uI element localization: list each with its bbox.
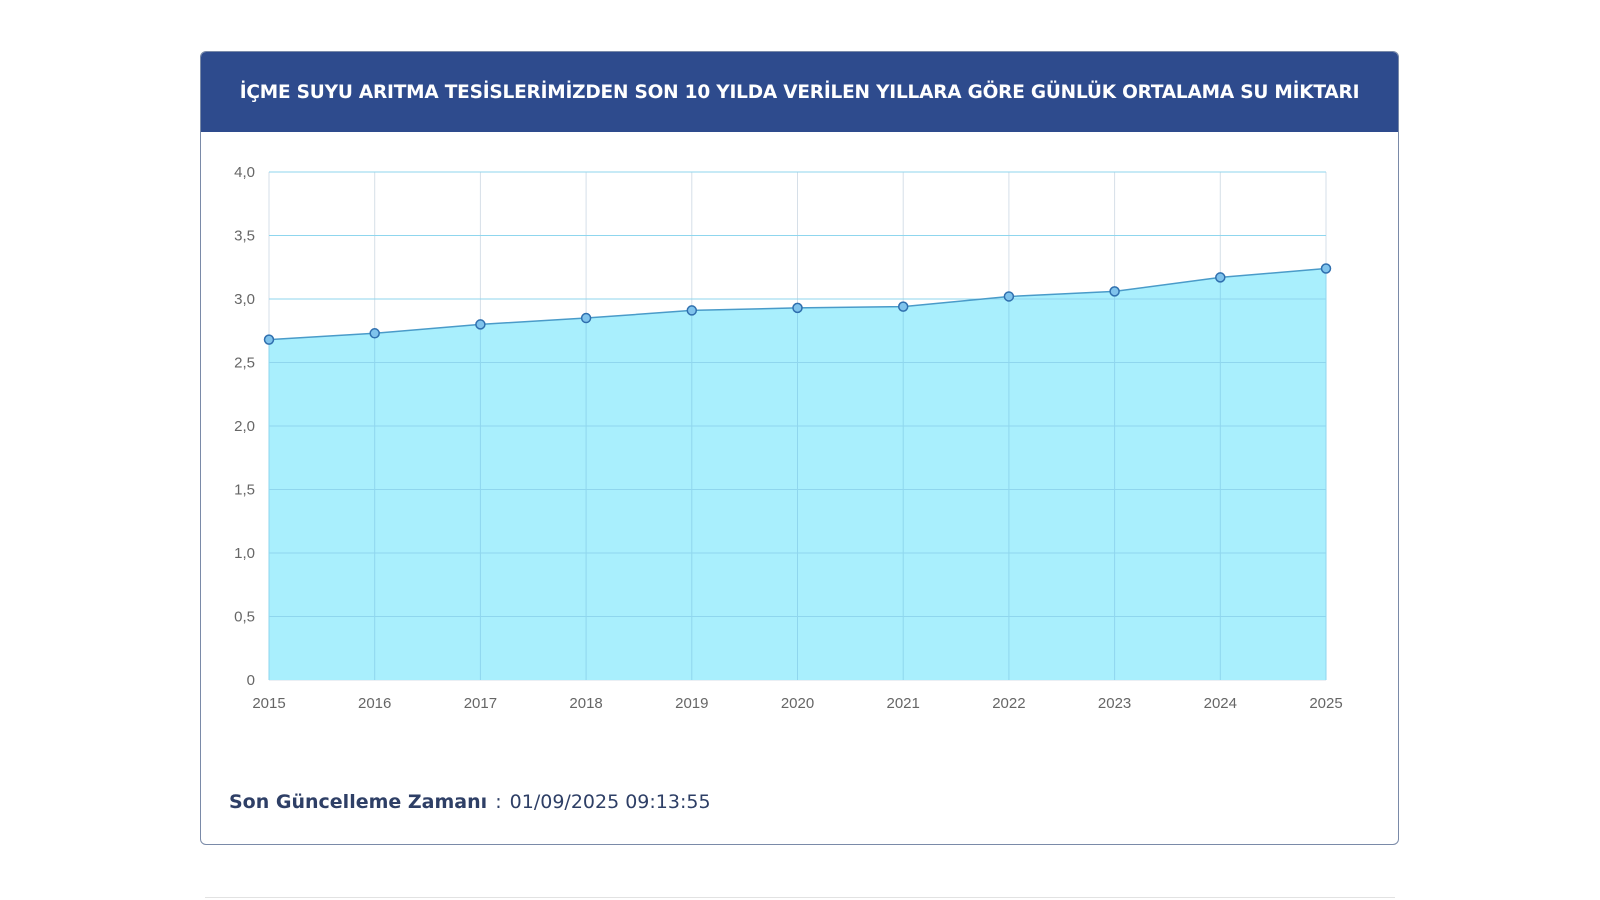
data-point-2019[interactable] <box>686 305 698 316</box>
y-axis-ticks: 0 0,5 1,0 1,5 2,0 2,5 3,0 3,5 4,0 <box>234 164 255 689</box>
x-tick-label: 2022 <box>992 695 1025 712</box>
x-tick-label: 2024 <box>1204 695 1237 712</box>
x-tick-label: 2019 <box>675 695 708 712</box>
y-tick-label: 0 <box>247 672 255 689</box>
data-point-2016[interactable] <box>369 328 380 339</box>
x-tick-label: 2015 <box>252 695 285 712</box>
x-tick-label: 2025 <box>1309 695 1342 712</box>
y-tick-label: 1,5 <box>234 482 255 499</box>
chart-area: 0 0,5 1,0 1,5 2,0 2,5 3,0 3,5 4,0 2015 2016 2017 20… <box>201 132 1398 772</box>
last-updated-separator: : <box>495 791 502 813</box>
x-tick-label: 2016 <box>358 695 391 712</box>
data-point-2025[interactable] <box>1320 263 1332 274</box>
y-tick-label: 2,5 <box>234 355 255 372</box>
area-chart: 00,51,01,52,02,53,03,54,0 2015 2016 2017 20… <box>234 164 1343 712</box>
chart-title: İÇME SUYU ARITMA TESİSLERİMİZDEN SON 10 … <box>239 81 1360 103</box>
data-point-2015[interactable] <box>263 334 275 345</box>
data-point-2024[interactable] <box>1215 272 1226 283</box>
data-point-2018[interactable] <box>580 312 592 324</box>
x-tick-label: 2023 <box>1098 695 1131 712</box>
x-tick-label: 2020 <box>781 695 814 712</box>
y-tick-label: 2,0 <box>234 418 255 435</box>
y-tick-label: 3,5 <box>234 228 255 245</box>
y-tick-label: 3,0 <box>234 291 255 308</box>
area-series <box>268 171 1327 680</box>
last-updated: Son Güncelleme Zamanı : 01/09/2025 09:13… <box>229 791 711 813</box>
data-point-2020[interactable] <box>792 302 803 314</box>
y-tick-label: 1,0 <box>234 545 255 562</box>
data-point-2022[interactable] <box>1003 291 1015 302</box>
section-divider <box>205 897 1395 898</box>
x-tick-label: 2021 <box>887 695 920 712</box>
data-point-2021[interactable] <box>897 301 909 312</box>
x-tick-label: 2017 <box>464 695 497 712</box>
data-point-2017[interactable] <box>475 319 486 330</box>
last-updated-label: Son Güncelleme Zamanı <box>229 791 488 813</box>
data-points <box>263 263 1332 345</box>
y-tick-label: 0,5 <box>234 609 255 626</box>
x-tick-label: 2018 <box>569 695 602 712</box>
last-updated-timestamp: 01/09/2025 09:13:55 <box>509 791 711 813</box>
data-point-2023[interactable] <box>1109 286 1120 297</box>
y-tick-label: 4,0 <box>234 164 255 181</box>
x-axis-ticks: 2015 2016 2017 2018 2019 2020 2021 2022 2023 2024… <box>252 695 1342 712</box>
chart-card: İÇME SUYU ARITMA TESİSLERİMİZDEN SON 10 … <box>200 51 1399 845</box>
card-header: İÇME SUYU ARITMA TESİSLERİMİZDEN SON 10 … <box>201 52 1398 132</box>
